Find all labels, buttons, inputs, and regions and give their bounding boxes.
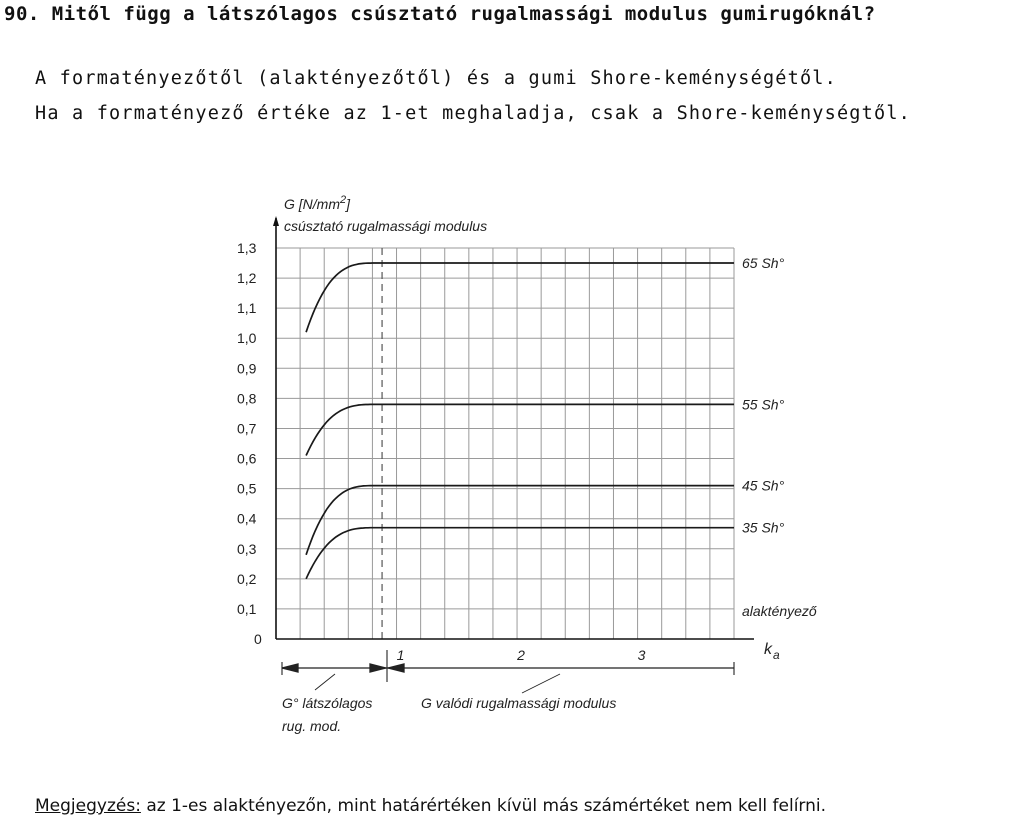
y-tick-label: 0,3 [237, 541, 257, 557]
region-right-label: G valódi rugalmassági modulus [421, 695, 616, 711]
chart-grid [276, 247, 735, 639]
chart-axes [273, 216, 754, 640]
note-label: Megjegyzés: [35, 796, 141, 816]
y-tick-label: 0,1 [237, 601, 257, 617]
y-tick-label: 1,3 [237, 240, 257, 256]
y-tick-label: 0,9 [237, 360, 257, 376]
x-tick-label: 1 [397, 647, 405, 663]
y-tick-label: 1,0 [237, 330, 257, 346]
x-tick-label: 2 [516, 647, 525, 663]
answer-line-1: A formatényezőtől (alaktényezőtől) és a … [35, 68, 837, 89]
series-line [305, 262, 734, 333]
note-text: az 1-es alaktényezőn, mint határértéken … [140, 796, 827, 816]
y-tick-label: 0,6 [237, 451, 257, 467]
y-tick-label: 0,7 [237, 420, 257, 436]
y-tick-label: 0,4 [237, 511, 257, 527]
y-tick-label: 0,8 [237, 390, 257, 406]
y-tick-label: 0 [254, 631, 262, 647]
x-tick-label: 3 [638, 647, 646, 663]
series-label: 35 Sh° [742, 520, 785, 536]
y-tick-label: 1,1 [237, 300, 257, 316]
series-line [305, 403, 734, 456]
x-axis-label: alaktényező [742, 603, 817, 619]
question-title: 90. Mitől függ a látszólagos csúsztató r… [4, 3, 876, 25]
region-left-label-line1: G° látszólagos [282, 695, 372, 711]
x-tick-labels: 1 2 3 [397, 647, 646, 663]
region-indicator [281, 650, 735, 694]
note: Megjegyzés: az 1-es alaktényezőn, mint h… [35, 796, 826, 816]
y-tick-label: 0,2 [237, 571, 257, 587]
region-left-label-line2: rug. mod. [282, 718, 341, 734]
series-line [305, 484, 734, 556]
y-axis-label: csúsztató rugalmassági modulus [284, 218, 487, 234]
series-line [305, 526, 734, 580]
y-tick-label: 1,2 [237, 270, 257, 286]
y-axis-arrow [273, 216, 279, 226]
x-axis-symbol: ka [764, 641, 780, 662]
series-label: 65 Sh° [742, 255, 785, 271]
y-tick-label: 0,5 [237, 481, 257, 497]
series-label: 55 Sh° [742, 396, 785, 412]
series-label: 45 Sh° [742, 478, 785, 494]
chart-series: 65 Sh° 55 Sh° 45 Sh° 35 Sh° [305, 255, 785, 580]
y-axis-unit-label: G [N/mm2] [284, 194, 351, 212]
y-tick-labels: 0 0,1 0,2 0,3 0,4 0,5 0,6 0,7 0,8 0,9 1,0 1,1 1,2 1,3 [237, 240, 262, 647]
answer-line-2: Ha a formatényező értéke az 1-et meghala… [35, 103, 911, 124]
